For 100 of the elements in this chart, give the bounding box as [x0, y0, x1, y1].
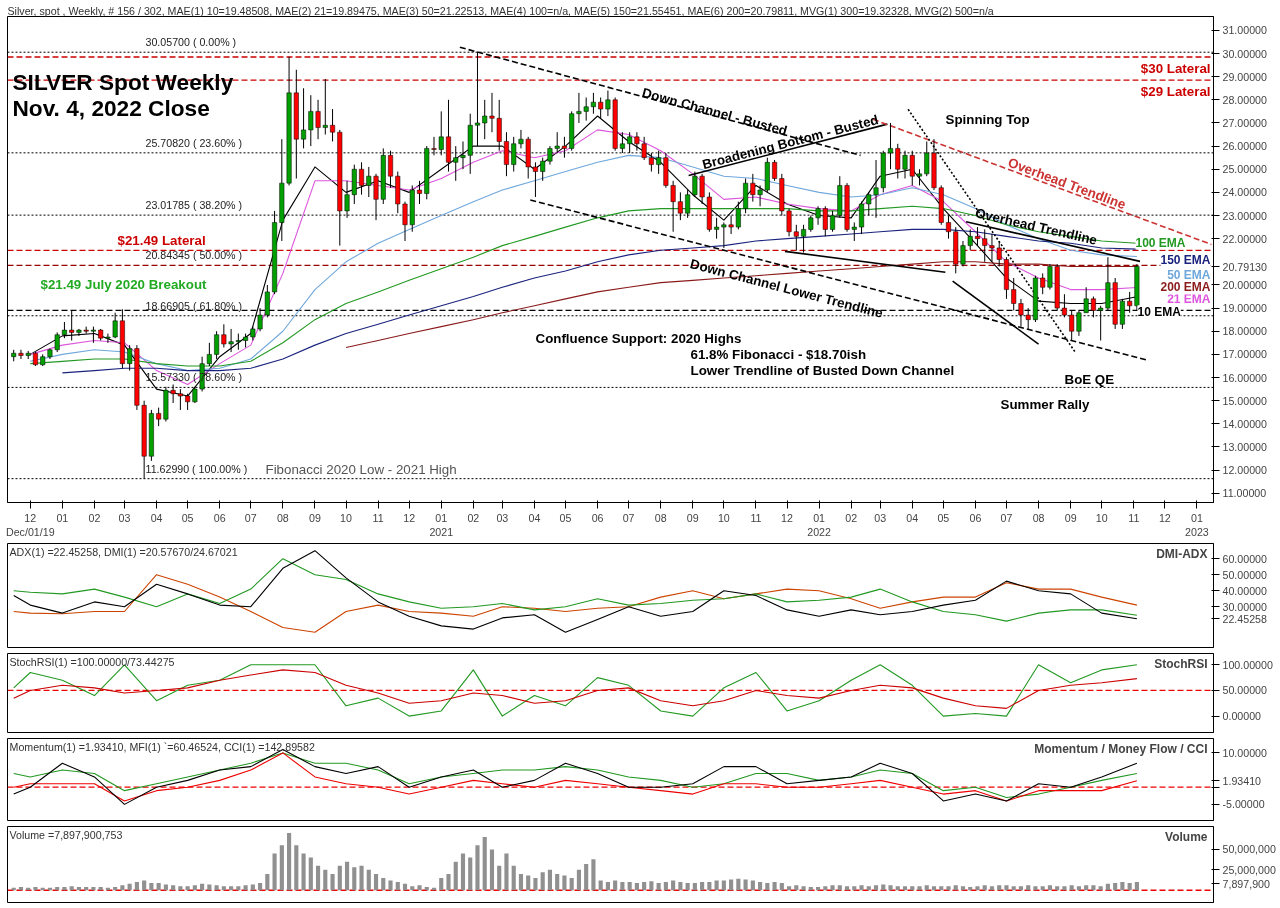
x-tick-label: 04 — [150, 511, 163, 524]
y-tick-label: 20.00000 — [1222, 278, 1268, 291]
candlestick — [359, 161, 365, 196]
bar — [910, 886, 915, 891]
y-tick-label: 12.00000 — [1222, 464, 1268, 477]
x-tick-label: 12 Dec/01/19 — [5, 511, 55, 538]
y-tick-label: 18.00000 — [1222, 325, 1268, 338]
bar — [765, 882, 770, 891]
bar — [584, 864, 589, 891]
bar — [460, 853, 466, 891]
chart-title: StochRSI — [1154, 656, 1208, 671]
bar — [149, 882, 154, 891]
y-tick-label: 50.00000 — [1222, 568, 1268, 581]
y-tick-label: -5.00000 — [1222, 798, 1265, 811]
bar — [33, 886, 38, 891]
bar — [605, 882, 610, 891]
chart-subtitle: Volume =7,897,900,753 — [9, 828, 123, 841]
chart-subtitle: Momentum(1) =1.93410, MFI(1) `=60.46524, CCI(1) =142.89582 — [9, 740, 315, 753]
bar — [960, 886, 966, 891]
bar — [1098, 886, 1103, 891]
bar — [373, 873, 379, 891]
x-tick-label: 01 2023 — [1185, 511, 1209, 538]
y-tick-label: 15.00000 — [1222, 394, 1268, 407]
x-tick-label: 05 — [937, 511, 950, 524]
candlestick — [330, 108, 336, 142]
y-tick-label: 19.00000 — [1222, 302, 1268, 315]
chart-title: DMI-ADX — [1156, 546, 1208, 561]
bar — [649, 881, 654, 891]
bar — [504, 853, 509, 891]
bar — [555, 873, 560, 891]
ref-line-label: 20.84345 ( 50.00% ) — [145, 249, 243, 262]
bar — [989, 886, 995, 891]
annotation: $21.49 July 2020 Breakout — [40, 276, 208, 292]
y-tick-label: 29.00000 — [1222, 70, 1268, 83]
bar — [801, 886, 806, 891]
bar — [707, 882, 712, 891]
x-tick-label: 09 — [309, 511, 321, 524]
x-tick-label: 01 — [56, 511, 69, 524]
bar — [1033, 886, 1038, 891]
bar — [547, 869, 553, 891]
y-tick-label: 40.00000 — [1222, 584, 1268, 597]
x-tick-label: 11 — [1128, 511, 1140, 524]
bar — [475, 845, 480, 891]
line-series — [13, 669, 1138, 709]
chart-title: Volume — [1165, 829, 1208, 844]
x-tick-label: 08 — [1032, 511, 1045, 524]
bar — [823, 886, 828, 891]
bar — [1040, 886, 1045, 891]
bar — [1084, 885, 1089, 891]
bar — [837, 885, 842, 891]
bar — [830, 885, 835, 891]
x-tick-label: 08 — [276, 511, 289, 524]
bar — [134, 882, 139, 891]
bar — [294, 845, 299, 891]
x-tick-label: 01 2022 — [807, 511, 832, 538]
x-tick-label: 02 — [467, 511, 480, 524]
bar — [142, 880, 147, 891]
y-tick-label: 10.00000 — [1222, 746, 1268, 759]
bar — [1134, 882, 1139, 891]
text: 50 EMA — [1167, 268, 1211, 283]
x-tick-label: 11 — [372, 511, 384, 524]
bar — [700, 882, 705, 891]
bar — [1076, 886, 1081, 891]
x-tick-label: 10 — [717, 511, 730, 524]
bar — [489, 849, 495, 891]
text: 200 EMA — [1160, 280, 1211, 295]
bar — [1091, 885, 1096, 891]
bar — [758, 882, 763, 891]
bar — [859, 885, 864, 891]
bar — [678, 882, 683, 891]
bar — [721, 880, 726, 891]
candlestick — [301, 87, 307, 149]
bar — [221, 886, 226, 891]
bar — [1004, 885, 1009, 891]
ref-line-label: $29 Lateral — [1140, 83, 1211, 99]
x-tick-label: 02 — [845, 511, 858, 524]
annotation: Spinning Top — [945, 111, 1030, 127]
bar — [156, 882, 161, 891]
bar — [873, 885, 879, 891]
bar — [381, 877, 386, 891]
bar — [743, 879, 748, 891]
x-tick-label: 07 — [244, 511, 257, 524]
x-tick-label: 04 — [906, 511, 919, 524]
series-label: 100 EMA — [1135, 235, 1186, 250]
candlestick — [590, 92, 596, 115]
x-tick-label: 09 — [1064, 511, 1077, 524]
bar — [120, 885, 125, 891]
x-tick-label: 06 — [213, 511, 226, 524]
candlestick — [714, 217, 720, 240]
bar — [178, 886, 183, 891]
bar — [229, 886, 234, 891]
x-tick-label: 03 — [874, 511, 887, 524]
bar — [772, 882, 777, 891]
bar — [265, 873, 270, 891]
bar — [417, 885, 422, 891]
chart-subtitle: ADX(1) =22.45258, DMI(1) =20.57670/24.67021 — [9, 545, 238, 558]
x-tick-label: 06 — [591, 511, 604, 524]
x-tick-label: 11 — [750, 511, 762, 524]
bar — [439, 877, 444, 891]
bar — [902, 886, 908, 891]
